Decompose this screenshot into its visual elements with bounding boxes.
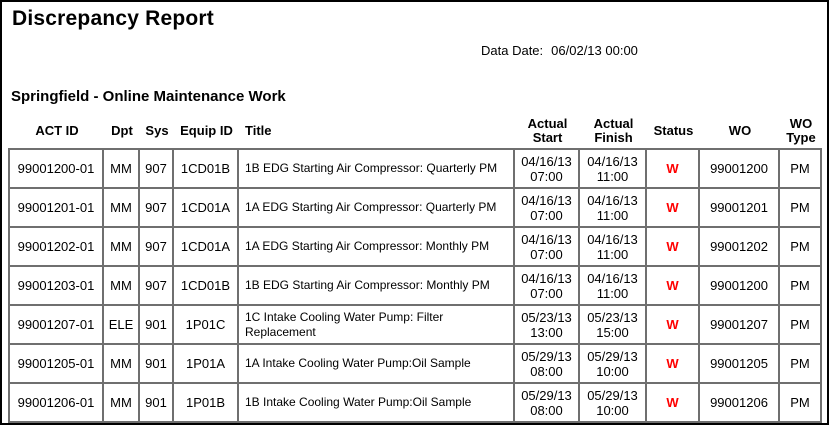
cell-actual-start: 05/29/13 08:00	[515, 384, 580, 423]
cell-equip-id: 1CD01B	[174, 267, 239, 306]
cell-status: W	[647, 150, 700, 189]
header-equip-id: Equip ID	[180, 122, 233, 138]
cell-wo-type: PM	[780, 267, 822, 306]
header-sys: Sys	[145, 122, 169, 138]
cell-wo: 99001201	[700, 189, 780, 228]
cell-wo-type: PM	[780, 384, 822, 423]
cell-wo-type: PM	[780, 150, 822, 189]
table-row: 99001205-01 MM 901 1P01A 1A Intake Cooling W…	[8, 345, 822, 384]
cell-wo: 99001207	[700, 306, 780, 345]
cell-equip-id: 1CD01A	[174, 189, 239, 228]
cell-actual-finish: 04/16/13 11:00	[580, 267, 647, 306]
cell-actual-start: 04/16/13 07:00	[515, 189, 580, 228]
cell-sys: 901	[140, 384, 174, 423]
cell-equip-id: 1P01B	[174, 384, 239, 423]
cell-actual-finish: 04/16/13 11:00	[580, 189, 647, 228]
cell-wo: 99001205	[700, 345, 780, 384]
cell-equip-id: 1P01A	[174, 345, 239, 384]
cell-title: 1A Intake Cooling Water Pump:Oil Sample	[239, 345, 515, 384]
cell-status: W	[647, 384, 700, 423]
cell-sys: 901	[140, 306, 174, 345]
data-date-value: 06/02/13 00:00	[551, 43, 638, 58]
cell-actual-finish: 05/29/13 10:00	[580, 345, 647, 384]
cell-wo: 99001200	[700, 150, 780, 189]
cell-dpt: ELE	[104, 306, 140, 345]
page-title: Discrepancy Report	[12, 7, 215, 30]
cell-actual-finish: 04/16/13 11:00	[580, 228, 647, 267]
table-row: 99001201-01 MM 907 1CD01A 1A EDG Starting Ai…	[8, 189, 822, 228]
header-title: Title	[245, 122, 272, 138]
cell-actual-finish: 04/16/13 11:00	[580, 150, 647, 189]
table-row: 99001207-01 ELE 901 1P01C 1C Intake Cooling …	[8, 306, 822, 345]
table-row: 99001203-01 MM 907 1CD01B 1B EDG Starting Ai…	[8, 267, 822, 306]
cell-wo-type: PM	[780, 306, 822, 345]
cell-act-id: 99001206-01	[10, 384, 104, 423]
cell-dpt: MM	[104, 228, 140, 267]
cell-wo-type: PM	[780, 228, 822, 267]
cell-sys: 907	[140, 150, 174, 189]
table-header: ACT ID Dpt Sys Equip ID Title Actual Sta…	[10, 113, 822, 148]
cell-title: 1B Intake Cooling Water Pump:Oil Sample	[239, 384, 515, 423]
cell-act-id: 99001203-01	[10, 267, 104, 306]
cell-dpt: MM	[104, 150, 140, 189]
cell-equip-id: 1CD01A	[174, 228, 239, 267]
section-title: Springfield - Online Maintenance Work	[11, 88, 286, 105]
cell-actual-start: 04/16/13 07:00	[515, 267, 580, 306]
cell-status: W	[647, 345, 700, 384]
cell-actual-start: 05/29/13 08:00	[515, 345, 580, 384]
cell-act-id: 99001201-01	[10, 189, 104, 228]
cell-title: 1A EDG Starting Air Compressor: Quarterl…	[239, 189, 515, 228]
cell-status: W	[647, 189, 700, 228]
cell-equip-id: 1CD01B	[174, 150, 239, 189]
cell-sys: 907	[140, 267, 174, 306]
cell-wo-type: PM	[780, 189, 822, 228]
cell-actual-finish: 05/29/13 10:00	[580, 384, 647, 423]
header-act-id: ACT ID	[35, 122, 79, 138]
cell-act-id: 99001202-01	[10, 228, 104, 267]
cell-status: W	[647, 306, 700, 345]
header-wo-type: WO Type	[786, 115, 816, 145]
header-dpt: Dpt	[111, 122, 133, 138]
data-date: Data Date: 06/02/13 00:00	[481, 43, 638, 58]
data-date-label: Data Date:	[481, 43, 544, 58]
cell-wo: 99001202	[700, 228, 780, 267]
cell-act-id: 99001205-01	[10, 345, 104, 384]
cell-actual-start: 05/23/13 13:00	[515, 306, 580, 345]
cell-status: W	[647, 228, 700, 267]
cell-title: 1C Intake Cooling Water Pump: Filter Rep…	[239, 306, 515, 345]
cell-sys: 907	[140, 189, 174, 228]
cell-wo: 99001200	[700, 267, 780, 306]
cell-title: 1B EDG Starting Air Compressor: Quarterl…	[239, 150, 515, 189]
cell-dpt: MM	[104, 384, 140, 423]
cell-actual-start: 04/16/13 07:00	[515, 228, 580, 267]
table-body: 99001200-01 MM 907 1CD01B 1B EDG Starting Ai…	[8, 148, 822, 423]
cell-dpt: MM	[104, 267, 140, 306]
table-row: 99001202-01 MM 907 1CD01A 1A EDG Starting Ai…	[8, 228, 822, 267]
cell-actual-finish: 05/23/13 15:00	[580, 306, 647, 345]
cell-act-id: 99001207-01	[10, 306, 104, 345]
header-actual-finish: Actual Finish	[593, 115, 634, 145]
table-row: 99001200-01 MM 907 1CD01B 1B EDG Starting Ai…	[8, 150, 822, 189]
cell-act-id: 99001200-01	[10, 150, 104, 189]
cell-wo: 99001206	[700, 384, 780, 423]
cell-wo-type: PM	[780, 345, 822, 384]
cell-equip-id: 1P01C	[174, 306, 239, 345]
cell-sys: 901	[140, 345, 174, 384]
table-row: 99001206-01 MM 901 1P01B 1B Intake Cooling W…	[8, 384, 822, 423]
header-status: Status	[653, 122, 694, 138]
cell-title: 1A EDG Starting Air Compressor: Monthly …	[239, 228, 515, 267]
cell-actual-start: 04/16/13 07:00	[515, 150, 580, 189]
cell-dpt: MM	[104, 345, 140, 384]
cell-sys: 907	[140, 228, 174, 267]
cell-dpt: MM	[104, 189, 140, 228]
cell-title: 1B EDG Starting Air Compressor: Monthly …	[239, 267, 515, 306]
header-actual-start: Actual Start	[527, 115, 568, 145]
cell-status: W	[647, 267, 700, 306]
header-wo: WO	[728, 122, 752, 138]
